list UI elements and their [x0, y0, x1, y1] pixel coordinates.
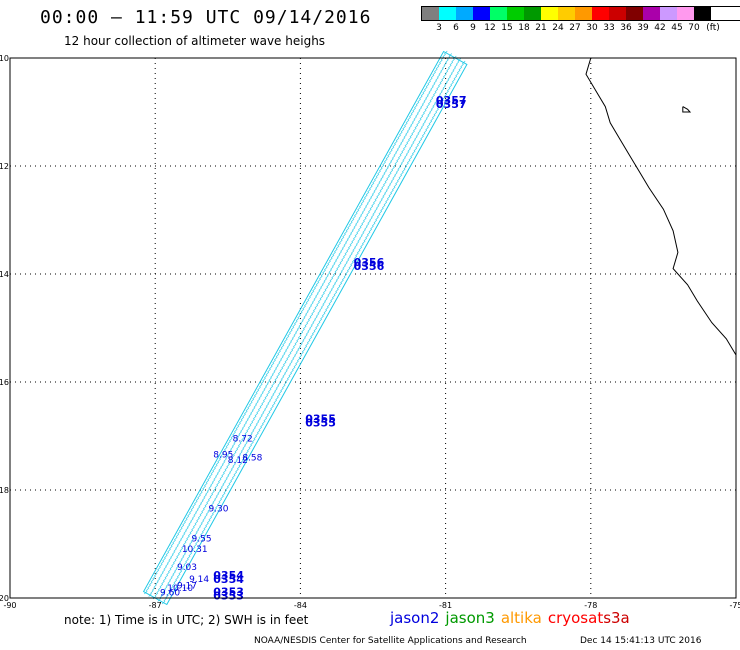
colorbar-swatch — [439, 7, 456, 20]
colorbar-swatch — [456, 7, 473, 20]
time-label: 0356 — [354, 260, 385, 273]
lat-label: -10 — [0, 54, 9, 63]
colorbar-swatch — [643, 7, 660, 20]
colorbar-label: 33 — [603, 23, 615, 33]
lon-label: -90 — [3, 601, 16, 610]
colorbar-swatch — [609, 7, 626, 20]
colorbar-label: 12 — [484, 23, 496, 33]
colorbar-swatch — [677, 7, 694, 20]
page-subtitle: 12 hour collection of altimeter wave hei… — [64, 34, 326, 48]
colorbar-swatches — [421, 6, 740, 21]
swh-label: 8.12 — [228, 456, 248, 466]
colorbar-swatch — [422, 7, 439, 20]
swh-label: 8.58 — [242, 453, 262, 463]
colorbar-label: 27 — [569, 23, 581, 33]
swh-label: 9.17 — [177, 581, 197, 591]
colorbar-label: 36 — [620, 23, 632, 33]
lon-label: -78 — [584, 601, 597, 610]
lat-label: -18 — [0, 486, 9, 495]
wave-height-colorbar: 3 6 9 12 15 18 21 24 27 30 33 36 39 42 45 70 (ft) — [421, 6, 740, 33]
time-label: 0354 — [213, 573, 244, 586]
page-title: 00:00 – 11:59 UTC 09/14/2016 — [40, 7, 372, 28]
swh-label: 9.14 — [189, 575, 209, 585]
lon-label: -84 — [294, 601, 307, 610]
colorbar-label: 70 — [688, 23, 700, 33]
swh-label: 8.72 — [233, 434, 253, 444]
lon-label: -87 — [149, 601, 162, 610]
colorbar-swatch — [575, 7, 592, 20]
colorbar-swatch — [524, 7, 541, 20]
colorbar-label: 6 — [453, 23, 459, 33]
swh-label: 9.30 — [208, 505, 228, 515]
time-label: 0355 — [305, 413, 336, 426]
swh-label: 9.03 — [177, 563, 197, 573]
colorbar-swatch — [473, 7, 490, 20]
colorbar-swatch — [558, 7, 575, 20]
colorbar-unit: (ft) — [706, 23, 720, 33]
colorbar-swatch — [490, 7, 507, 20]
legend-altika: altika — [500, 609, 542, 627]
swh-label: 9.60 — [160, 588, 180, 598]
time-label: 0357 — [436, 94, 467, 107]
island-outline — [682, 106, 692, 113]
satellite-track-band — [142, 50, 468, 606]
colorbar-swatch — [592, 7, 609, 20]
colorbar-label: 18 — [518, 23, 530, 33]
footer-timestamp: Dec 14 15:41:13 UTC 2016 — [580, 636, 702, 646]
footer-credit: NOAA/NESDIS Center for Satellite Applica… — [254, 636, 527, 646]
satellite-legend: jason2 jason3 altika cryosats3a — [390, 609, 636, 627]
footer-note: note: 1) Time is in UTC; 2) SWH is in fe… — [64, 613, 309, 627]
swh-label: 10.10 — [167, 584, 193, 594]
colorbar-label: 21 — [535, 23, 547, 33]
swh-label: 10.31 — [182, 545, 208, 555]
colorbar-label: 15 — [501, 23, 513, 33]
swh-label: 8.95 — [213, 451, 233, 461]
colorbar-label: 9 — [470, 23, 476, 33]
legend-s3a: s3a — [603, 609, 630, 627]
time-label: 0357 — [436, 98, 467, 111]
colorbar-label: 24 — [552, 23, 564, 33]
lat-label: -14 — [0, 270, 9, 279]
time-label: 0356 — [354, 256, 385, 269]
colorbar-label: 39 — [637, 23, 649, 33]
colorbar-swatch — [694, 7, 711, 20]
time-label: 0353 — [213, 589, 244, 602]
lon-label: -81 — [439, 601, 452, 610]
legend-jason3: jason3 — [445, 609, 495, 627]
colorbar-label: 45 — [671, 23, 683, 33]
map-frame — [9, 57, 737, 599]
colorbar-swatch — [626, 7, 643, 20]
lon-label: -75 — [729, 601, 740, 610]
time-label: 0354 — [213, 569, 244, 582]
lat-label: -12 — [0, 162, 9, 171]
colorbar-label: 42 — [654, 23, 666, 33]
colorbar-swatch — [507, 7, 524, 20]
swh-label: 9.55 — [192, 534, 212, 544]
colorbar-swatch — [660, 7, 677, 20]
time-label: 0355 — [305, 417, 336, 430]
satellite-track-marks — [144, 50, 466, 605]
lat-label: -20 — [0, 594, 9, 603]
time-label: 0353 — [213, 585, 244, 598]
lat-label: -16 — [0, 378, 9, 387]
colorbar-swatch — [541, 7, 558, 20]
legend-jason2: jason2 — [390, 609, 440, 627]
legend-cryosat: cryosat — [547, 609, 604, 627]
colorbar-labels: 3 6 9 12 15 18 21 24 27 30 33 36 39 42 45 70 (ft) — [421, 21, 740, 33]
colorbar-label: 3 — [436, 23, 442, 33]
coastline — [585, 57, 737, 356]
colorbar-label: 30 — [586, 23, 598, 33]
